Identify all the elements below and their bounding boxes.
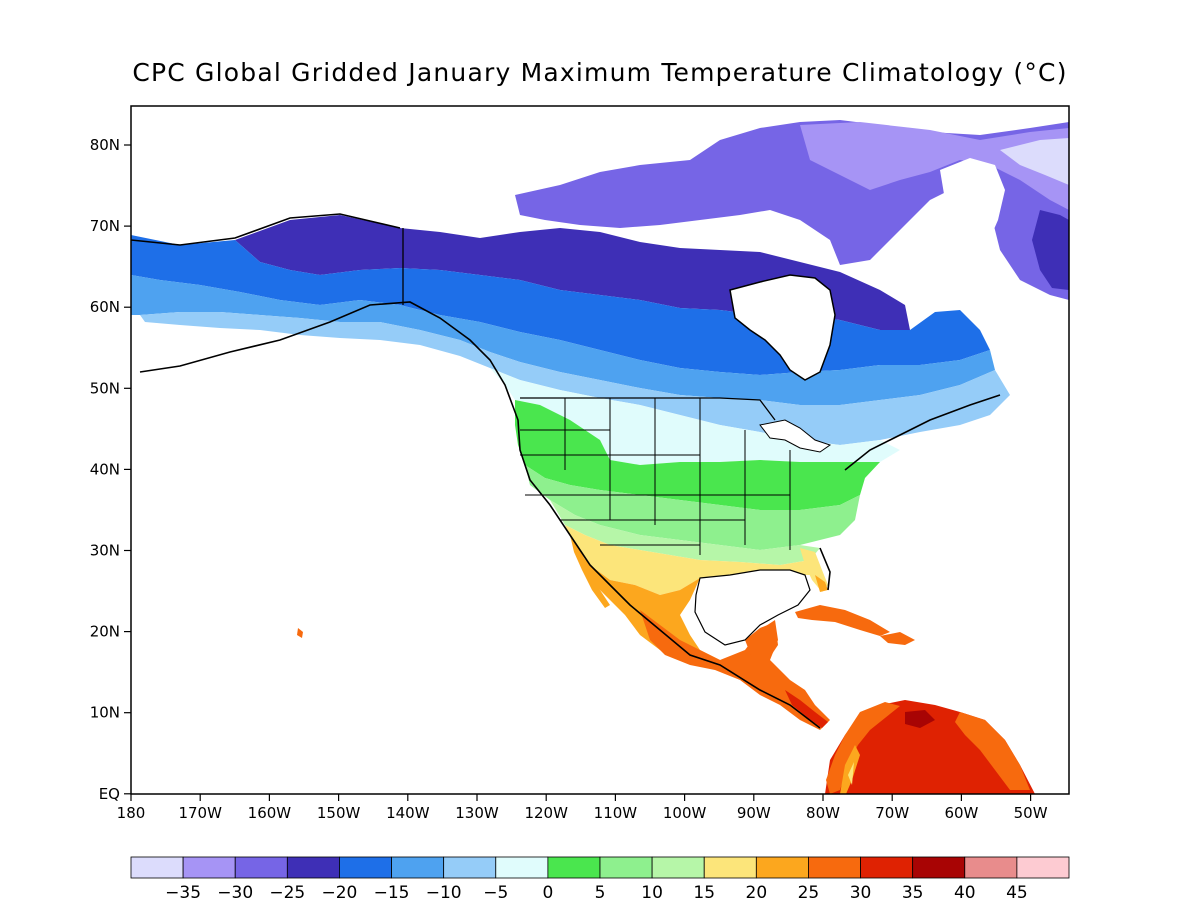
lat-tick-label: 10N — [90, 704, 120, 722]
lat-tick-label: 40N — [90, 460, 120, 478]
lat-tick-label: 70N — [90, 217, 120, 235]
colorbar-swatch — [391, 856, 445, 879]
colorbar-swatch — [912, 856, 966, 879]
cuba — [795, 605, 890, 636]
lat-tick-label: 60N — [90, 298, 120, 316]
florida-tip — [815, 575, 828, 592]
colorbar-label: 45 — [1006, 883, 1028, 900]
lon-tick-label: 90W — [737, 804, 771, 822]
lat-tick-label: 30N — [90, 542, 120, 560]
lat-tick-label: 50N — [90, 379, 120, 397]
band-ten-to-fifteen — [550, 500, 820, 565]
colorbar-swatch — [547, 856, 601, 879]
yucatan — [745, 622, 778, 660]
colorbar-label: 5 — [595, 883, 606, 900]
colorbar-swatch — [182, 856, 236, 879]
colorbar-label: 20 — [746, 883, 768, 900]
lon-tick-label: 150W — [317, 804, 361, 822]
guiana-hot — [955, 712, 1030, 790]
band-minus15 — [131, 275, 995, 405]
colorbar-swatch — [808, 856, 861, 879]
baffin-bay — [940, 158, 1005, 265]
venezuela-hottest — [905, 710, 935, 728]
andes-mild — [848, 762, 854, 785]
lon-tick-label: 160W — [248, 804, 292, 822]
lat-tick-label: EQ — [99, 785, 120, 803]
colorbar-label: −30 — [217, 883, 253, 900]
colorbar-label: 40 — [954, 883, 976, 900]
colorbar-label: −25 — [269, 883, 305, 900]
lat-tick-label: 20N — [90, 623, 120, 641]
lon-tick-label: 50W — [1014, 804, 1048, 822]
central-america-hot — [785, 690, 828, 728]
colorbar-swatch — [286, 856, 340, 879]
hudson-bay — [729, 274, 836, 381]
colorbar-label: 10 — [641, 883, 663, 900]
colorbar-swatch — [651, 856, 705, 879]
great-lakes — [759, 419, 832, 453]
colorbar: −35 −30 −25 −20 −15 −10 −5 0 5 10 15 20 25 30 35 40 45 — [130, 856, 1070, 900]
greenland-east-coast — [1032, 210, 1069, 290]
north-america-coastline — [131, 213, 1001, 729]
gulf-of-mexico — [694, 569, 811, 646]
lon-tick-label: 100W — [663, 804, 707, 822]
lon-tick-label: 120W — [524, 804, 568, 822]
lon-tick-label: 130W — [455, 804, 499, 822]
mexico-hot — [640, 610, 830, 730]
colorbar-swatch — [339, 856, 392, 879]
temperature-field — [131, 120, 1069, 794]
colorbar-label: −15 — [374, 883, 410, 900]
band-zero-to-five — [515, 400, 880, 510]
colorbar-swatch — [860, 856, 914, 879]
hawaii-island — [297, 628, 303, 638]
greenland-interior — [1000, 138, 1069, 185]
colorbar-swatch — [703, 856, 757, 879]
hispaniola — [880, 632, 915, 645]
greenland-coldest — [800, 122, 1069, 210]
state-boundaries — [520, 398, 791, 555]
colorbar-swatch — [964, 856, 1018, 879]
colorbar-label: 25 — [798, 883, 820, 900]
colorbar-label: −5 — [483, 883, 508, 900]
band-fifteen-to-twenty — [565, 525, 815, 595]
colorbar-label: 0 — [542, 883, 553, 900]
colorbar-swatch — [599, 856, 653, 879]
plot-frame — [130, 105, 1070, 795]
latitude-axis: 80N 70N 60N 50N 40N 30N 20N 10N EQ — [90, 136, 131, 803]
andes-cooler — [840, 745, 860, 794]
colorbar-label: −20 — [321, 883, 357, 900]
colorbar-label: −10 — [426, 883, 462, 900]
band-minus10 — [140, 312, 1010, 445]
colorbar-swatch — [495, 856, 549, 879]
lon-tick-label: 70W — [875, 804, 909, 822]
lon-tick-label: 170W — [178, 804, 222, 822]
colorbar-swatch — [1016, 856, 1070, 879]
colorbar-swatch — [755, 856, 809, 879]
colorbar-label: −35 — [165, 883, 201, 900]
colorbar-label: 15 — [693, 883, 715, 900]
lon-tick-label: 110W — [594, 804, 638, 822]
colorbar-swatch — [234, 856, 288, 879]
map-title: CPC Global Gridded January Maximum Tempe… — [132, 58, 1068, 87]
us-canada-border — [520, 397, 776, 421]
mexico-warm — [575, 548, 720, 665]
colorbar-swatch — [130, 856, 184, 879]
lon-tick-label: 140W — [386, 804, 430, 822]
lon-tick-label: 180 — [117, 804, 146, 822]
lon-tick-label: 60W — [944, 804, 978, 822]
lat-tick-label: 80N — [90, 136, 120, 154]
band-five-to-ten — [525, 465, 860, 550]
lon-tick-label: 80W — [806, 804, 840, 822]
colorbar-swatch — [443, 856, 497, 879]
baja-peninsula — [570, 535, 610, 608]
colorbar-label: 35 — [902, 883, 924, 900]
longitude-axis: 180 170W 160W 150W 140W 130W 120W 110W 100W 90W 80… — [117, 794, 1048, 822]
colorbar-label: 30 — [850, 883, 872, 900]
